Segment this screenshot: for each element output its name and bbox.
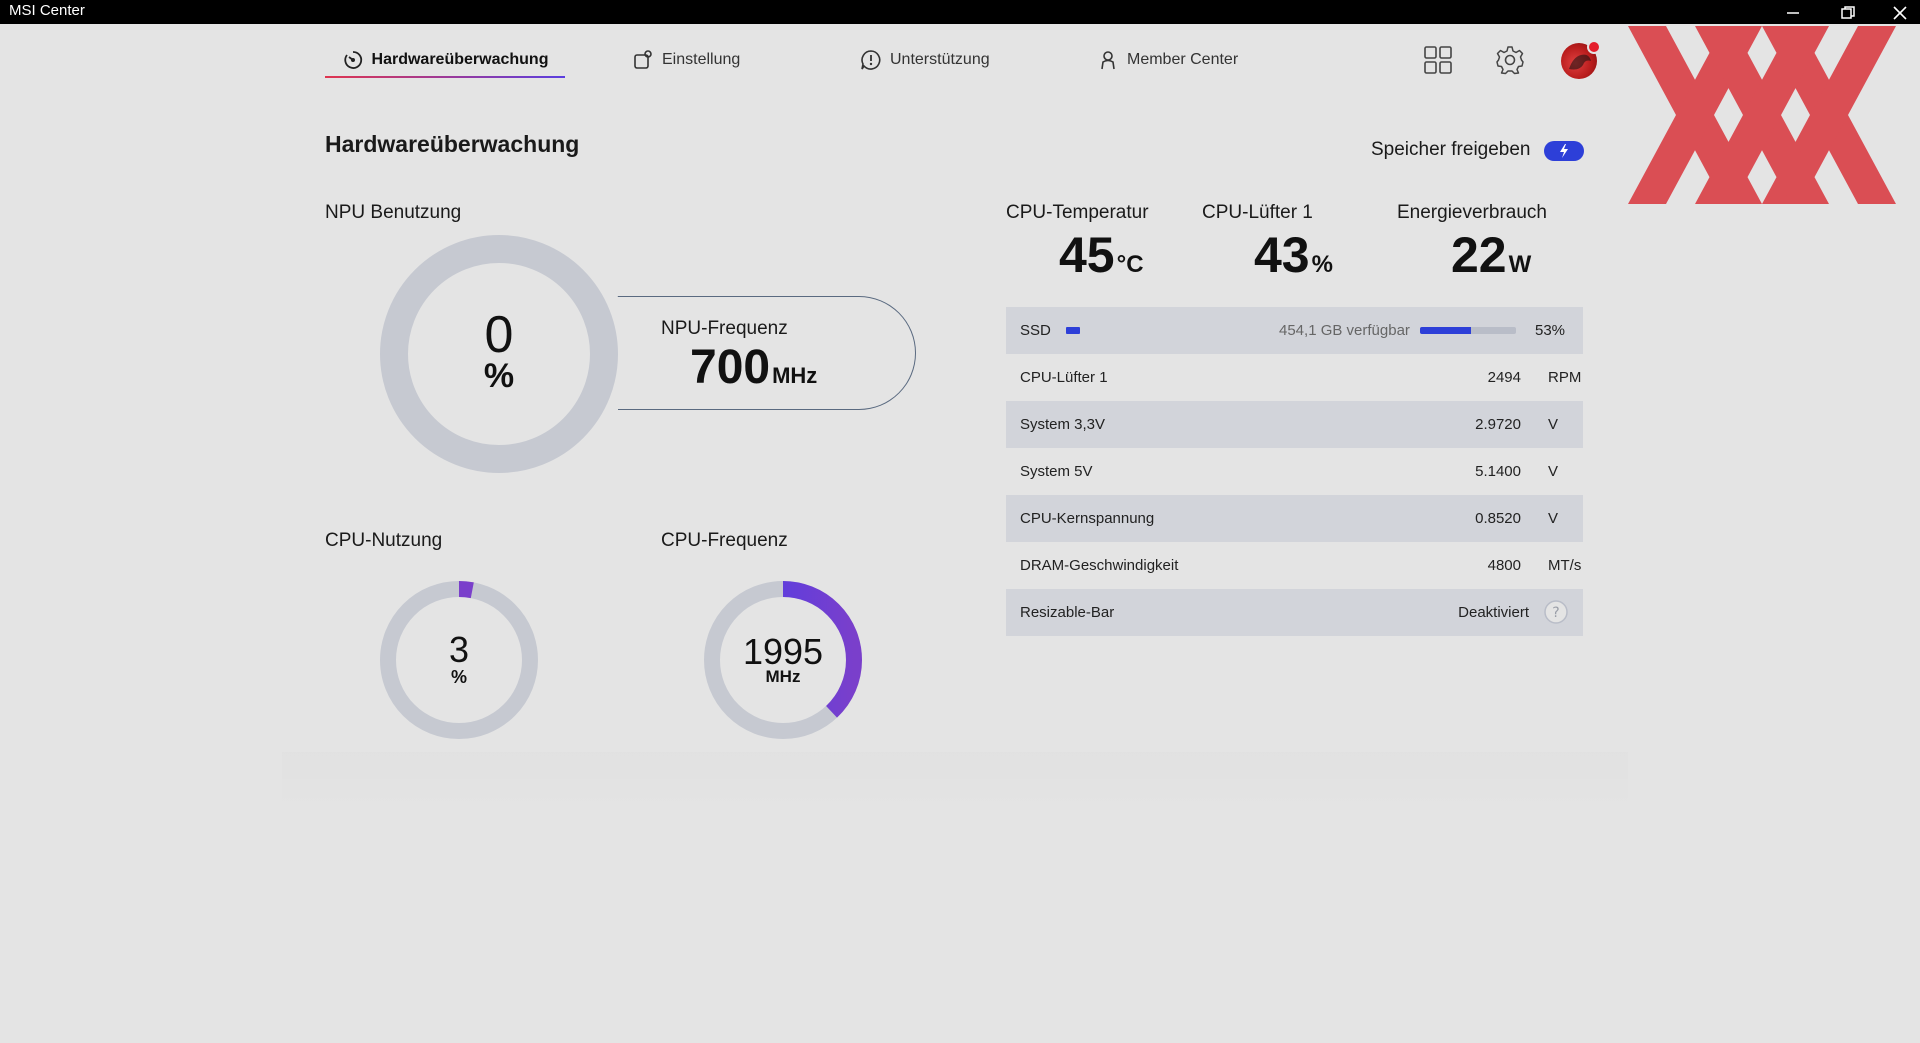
npu-usage-value: 0 <box>484 306 514 364</box>
hardware-stats-table: SSD 454,1 GB verfügbar 53% CPU-Lüfter 1 … <box>1006 307 1583 636</box>
table-row: System 5V 5.1400 V <box>1006 448 1583 495</box>
stat-value: 2494 <box>1487 369 1521 386</box>
ssd-usage-bar <box>1420 327 1516 334</box>
resizable-bar-value: Deaktiviert <box>1458 604 1529 621</box>
power-consumption-value: 22W <box>1451 226 1531 284</box>
tab-support[interactable]: Unterstützung <box>860 40 990 80</box>
free-memory-label: Speicher freigeben <box>1371 139 1531 160</box>
stat-label: System 3,3V <box>1020 416 1106 433</box>
table-row-ssd: SSD 454,1 GB verfügbar 53% <box>1006 307 1583 354</box>
avatar[interactable] <box>1561 43 1597 79</box>
minimize-button[interactable] <box>1770 0 1816 24</box>
npu-frequency-label: NPU-Frequenz <box>661 318 788 339</box>
stat-label: System 5V <box>1020 463 1093 480</box>
table-row: CPU-Kernspannung 0.8520 V <box>1006 495 1583 542</box>
tab-hardware-monitoring[interactable]: Hardwareüberwachung <box>325 40 565 80</box>
npu-usage-gauge <box>380 235 618 473</box>
help-icon-glyph: ? <box>1552 605 1559 621</box>
cpu-temperature-number: 45 <box>1059 227 1115 283</box>
tab-label: Member Center <box>1127 51 1239 68</box>
table-row: System 3,3V 2.9720 V <box>1006 401 1583 448</box>
ssd-usage-fill <box>1420 327 1471 334</box>
npu-frequency-panel <box>560 296 916 410</box>
stat-unit: V <box>1548 510 1559 527</box>
watermark-logo <box>1628 26 1896 204</box>
cpu-fan-label: CPU-Lüfter 1 <box>1202 202 1313 223</box>
settings-window-icon <box>632 49 654 71</box>
stat-label: DRAM-Geschwindigkeit <box>1020 557 1179 574</box>
cpu-usage-arc <box>380 581 538 739</box>
npu-gauge-track <box>380 235 618 473</box>
lightning-icon <box>1560 144 1568 158</box>
power-consumption-number: 22 <box>1451 227 1507 283</box>
gear-icon[interactable] <box>1494 44 1526 76</box>
grid-icon[interactable] <box>1422 44 1454 76</box>
content-footer-band <box>282 752 1628 814</box>
cpu-frequency-arc <box>704 581 862 739</box>
table-row: CPU-Lüfter 1 2494 RPM <box>1006 354 1583 401</box>
npu-frequency-number: 700 <box>690 341 771 394</box>
stat-value: 0.8520 <box>1475 510 1521 527</box>
stat-value: 5.1400 <box>1475 463 1521 480</box>
window-title: MSI Center <box>9 2 85 19</box>
cpu-frequency-label: CPU-Frequenz <box>661 530 788 551</box>
table-row: DRAM-Geschwindigkeit 4800 MT/s <box>1006 542 1583 589</box>
cpu-fan-number: 43 <box>1254 227 1310 283</box>
free-memory-button[interactable] <box>1544 141 1584 161</box>
resizable-bar-label: Resizable-Bar <box>1020 604 1115 621</box>
close-icon <box>1893 6 1907 20</box>
help-icon[interactable]: ? <box>1544 600 1568 624</box>
stat-value: 2.9720 <box>1475 416 1521 433</box>
stat-unit: MT/s <box>1548 557 1582 574</box>
npu-usage-label: NPU Benutzung <box>325 202 462 223</box>
title-bar: MSI Center <box>0 0 1920 24</box>
stat-unit: V <box>1548 463 1559 480</box>
npu-frequency-unit: MHz <box>772 363 818 388</box>
tab-settings[interactable]: Einstellung <box>632 40 740 80</box>
cpu-temperature-label: CPU-Temperatur <box>1006 202 1149 223</box>
stat-unit: RPM <box>1548 369 1582 386</box>
npu-frequency-value: 700MHz <box>690 340 817 395</box>
user-icon <box>1097 49 1119 71</box>
cpu-temperature-unit: °C <box>1116 251 1144 278</box>
cpu-fan-value: 43% <box>1254 226 1333 284</box>
page-title: Hardwareüberwachung <box>325 131 580 157</box>
ssd-free-space: 454,1 GB verfügbar <box>1279 322 1410 339</box>
restore-icon <box>1841 6 1855 19</box>
cpu-usage-gauge <box>380 581 538 739</box>
cpu-usage-label: CPU-Nutzung <box>325 530 443 551</box>
stat-label: CPU-Kernspannung <box>1020 510 1155 527</box>
ssd-label: SSD <box>1020 322 1051 339</box>
cpu-frequency-value: 1995 <box>742 631 824 672</box>
dashboard-icon <box>342 49 364 71</box>
npu-usage-unit: % <box>483 357 515 395</box>
stat-unit: V <box>1548 416 1559 433</box>
stat-value: 4800 <box>1487 557 1521 574</box>
stat-label: CPU-Lüfter 1 <box>1020 369 1108 386</box>
cpu-frequency-gauge <box>704 581 862 739</box>
notification-dot <box>1587 40 1601 54</box>
tab-label: Unterstützung <box>890 51 990 68</box>
tab-label: Einstellung <box>662 51 741 68</box>
table-row-resizable-bar: Resizable-Bar Deaktiviert ? <box>1006 589 1583 636</box>
cpu-temperature-value: 45°C <box>1059 226 1144 284</box>
ssd-indicator <box>1066 327 1080 334</box>
cpu-usage-unit: % <box>450 667 467 687</box>
restore-button[interactable] <box>1824 0 1870 24</box>
npu-gauge-mask <box>380 235 618 473</box>
ssd-usage-percent: 53% <box>1535 322 1566 339</box>
tab-member-center[interactable]: Member Center <box>1097 40 1238 80</box>
cpu-frequency-unit: MHz <box>765 667 801 686</box>
active-tab-indicator <box>325 76 565 78</box>
close-button[interactable] <box>1876 0 1920 24</box>
tab-label: Hardwareüberwachung <box>371 51 549 68</box>
minimize-icon <box>1787 12 1799 14</box>
power-consumption-unit: W <box>1508 251 1532 278</box>
cpu-usage-value: 3 <box>448 629 470 670</box>
cpu-fan-unit: % <box>1311 251 1333 278</box>
power-consumption-label: Energieverbrauch <box>1397 202 1547 223</box>
support-icon <box>860 49 882 71</box>
dragon-logo-icon <box>1569 54 1591 70</box>
